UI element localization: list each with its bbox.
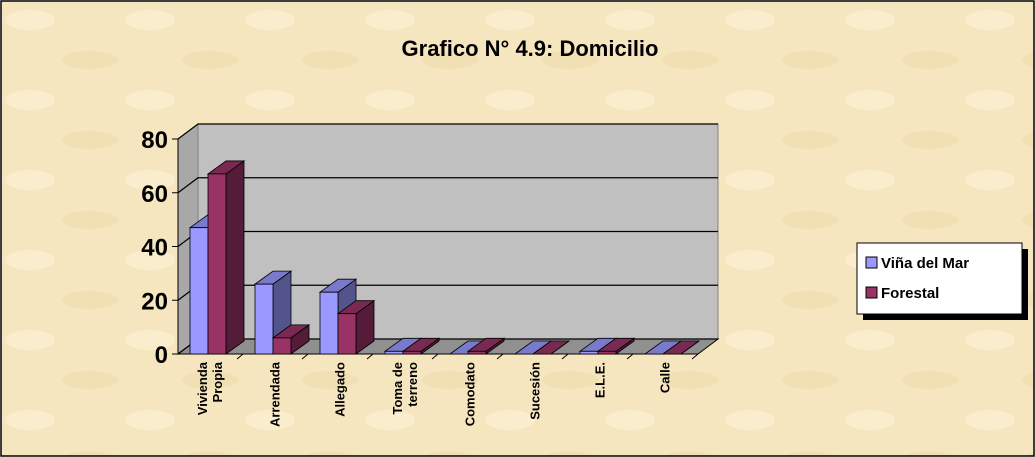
x-tick — [431, 353, 439, 360]
legend-label: Viña del Mar — [881, 255, 969, 272]
bar — [254, 283, 274, 355]
bar-top — [531, 340, 571, 355]
plot: 0 20 40 60 80 ViviendaPropia Arrendada Allegado… — [141, 123, 720, 427]
x-tick-label: Comodato — [463, 362, 478, 426]
x-tick — [236, 353, 244, 360]
legend-swatch — [865, 286, 878, 299]
x-tick-label: Allegado — [333, 362, 348, 417]
bar — [319, 291, 339, 355]
x-tick-label: E.L.E. — [593, 362, 608, 398]
y-tick-label: 20 — [141, 288, 168, 315]
x-tick-label: ViviendaPropia — [195, 361, 225, 415]
x-tick — [366, 353, 374, 360]
bar — [207, 173, 227, 355]
grid-line — [177, 177, 718, 194]
grid-line — [177, 123, 718, 140]
chart-title: Grafico N° 4.9: Domicilio — [402, 36, 659, 61]
x-tick — [561, 353, 569, 360]
y-tick-label: 40 — [141, 235, 168, 262]
x-tick — [301, 353, 309, 360]
x-tick-label: Calle — [658, 362, 673, 393]
bar-top — [661, 340, 701, 355]
bar — [402, 350, 422, 355]
legend-swatch — [865, 256, 878, 269]
legend-label: Forestal — [881, 285, 939, 302]
bar — [579, 350, 599, 355]
legend — [856, 242, 1023, 315]
x-tick — [626, 353, 634, 360]
bar — [597, 350, 617, 355]
bar — [272, 337, 292, 355]
bar — [384, 350, 404, 355]
bar — [467, 350, 487, 355]
x-tick — [691, 353, 699, 360]
x-tick-label: Sucesión — [528, 362, 543, 420]
bar — [189, 227, 209, 355]
x-tick-label: Arrendada — [268, 361, 283, 427]
bar-side — [225, 160, 245, 355]
y-tick-label: 60 — [141, 181, 168, 208]
y-tick-label: 80 — [141, 127, 168, 154]
legend-items: Viña del Mar Forestal — [865, 255, 969, 302]
bar — [337, 313, 357, 355]
y-tick-label: 0 — [155, 342, 168, 369]
x-tick-label: Toma deterreno — [390, 362, 420, 415]
x-tick — [496, 353, 504, 360]
